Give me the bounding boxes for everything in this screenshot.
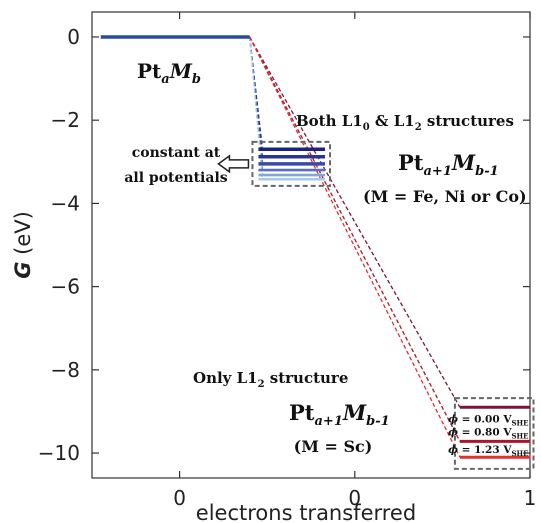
only-a: Only L1: [193, 369, 258, 387]
phi-value: = 0.80 V: [458, 426, 512, 438]
y-tick-label: −6: [51, 275, 80, 299]
axis-layer: 0 −2 −4 −6 −8 −10 0 0 1 electrons transferred G (e…: [11, 12, 536, 523]
constant-label-line1: constant at: [132, 145, 221, 161]
sc-dashed-box: [453, 397, 535, 470]
phi-symbol: ϕ: [448, 426, 458, 438]
both-sub0: 0: [363, 122, 370, 133]
phi-sub: SHE: [511, 418, 528, 427]
l10-l12-dashed-box: [251, 140, 332, 187]
pt-sub-a1: a+1: [424, 164, 452, 179]
x-tick-label: 0: [348, 486, 361, 510]
x-tick-label: 0: [173, 486, 186, 510]
x-axis-title: electrons transferred: [196, 501, 416, 523]
y-tick-label: −4: [51, 191, 80, 215]
y-axis-title-symbol: G: [11, 262, 35, 279]
x-tick-label: 1: [524, 486, 537, 510]
both-sub2: 2: [415, 122, 422, 133]
connector-lines-layer: [249, 36, 461, 458]
y-axis-title-unit: (eV): [11, 211, 35, 261]
pt-sub-a1-b: a+1: [315, 414, 343, 429]
only-l12-label: Only L12 structure: [193, 369, 348, 390]
label-sub-a: a: [161, 72, 169, 87]
phi-sub: SHE: [511, 431, 528, 440]
pt-sub-b1: b-1: [475, 164, 499, 179]
y-tick-label: −10: [38, 441, 80, 465]
only-sub2: 2: [258, 379, 265, 390]
connector-dashed-line-sc: [249, 36, 461, 458]
pt-m: M: [451, 150, 476, 175]
both-mid: & L1: [370, 112, 415, 130]
label-sub-b: b: [192, 72, 201, 87]
y-axis-title: G (eV): [11, 211, 35, 279]
only-tail: structure: [265, 369, 349, 387]
sc-note-label: (M = Sc): [294, 437, 373, 456]
y-tick-label: −2: [51, 108, 80, 132]
fe-note-label: (M = Fe, Ni or Co): [363, 187, 527, 206]
both-structures-label: Both L10 & L12 structures: [296, 112, 514, 133]
phi-label: ϕ = 0.00 VSHE: [448, 413, 528, 427]
label-m: M: [169, 59, 193, 83]
pt-sub-b1-b: b-1: [366, 414, 390, 429]
pt-main-b: Pt: [289, 400, 315, 425]
connector-dashed-line-sc: [249, 36, 461, 408]
phi-label: ϕ = 1.23 VSHE: [448, 444, 528, 458]
y-tick-label: −8: [51, 358, 80, 382]
annotation-boxes-layer: [217, 140, 535, 470]
pt-main: Pt: [398, 150, 424, 175]
energy-levels-layer: [100, 35, 531, 459]
phi-value: = 0.00 V: [458, 413, 512, 425]
constant-arrow-icon: [217, 154, 250, 174]
phi-sub: SHE: [511, 449, 528, 458]
constant-label-line2: all potentials: [124, 170, 227, 186]
label-pt: Pt: [137, 59, 162, 83]
pt-m-b: M: [342, 400, 367, 425]
phi-symbol: ϕ: [448, 444, 458, 456]
pt-a1-label-bottom: Pta+1Mb-1: [289, 400, 390, 429]
y-tick-label: 0: [67, 25, 80, 49]
phi-label: ϕ = 0.80 VSHE: [448, 426, 528, 440]
plot-frame: [91, 11, 531, 479]
plot-frame-layer: [91, 11, 531, 479]
connector-dashed-line-sc: [249, 36, 461, 442]
both-tail: structures: [422, 112, 514, 130]
phi-symbol: ϕ: [448, 413, 458, 425]
phi-value: = 1.23 V: [458, 444, 512, 456]
connector-dashed-line: [249, 36, 264, 150]
start-level-label: PtaMb: [137, 59, 201, 87]
both-a: Both L1: [296, 112, 363, 130]
pt-a1-label-top: Pta+1Mb-1: [398, 150, 499, 179]
